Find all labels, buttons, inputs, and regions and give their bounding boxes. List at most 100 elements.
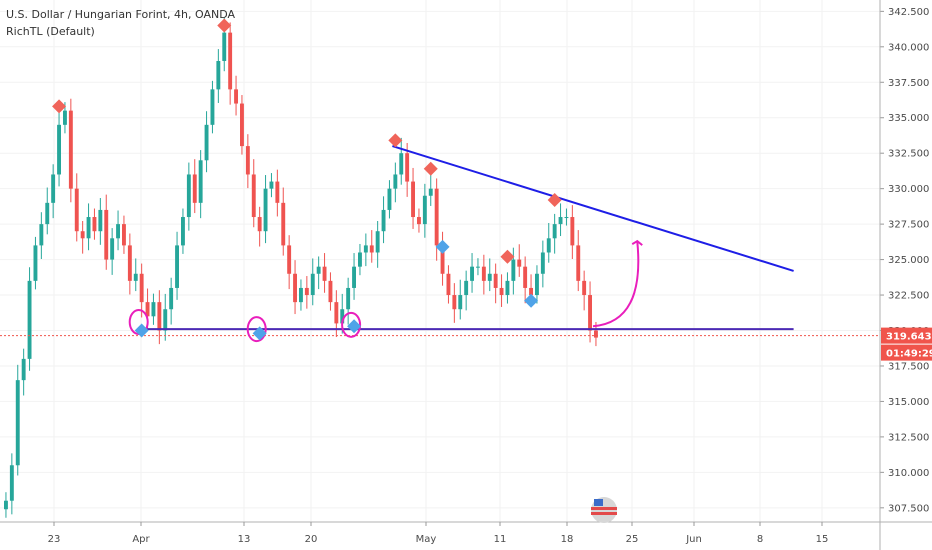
y-tick-label: 327.500: [888, 220, 929, 231]
candle-body: [157, 302, 162, 331]
candle-body: [493, 273, 498, 288]
swing-low-marker: [134, 323, 149, 338]
y-tick-label: 325.000: [888, 255, 929, 266]
candle-body: [594, 330, 598, 338]
candle-body: [186, 174, 191, 218]
candle-body: [51, 174, 56, 203]
swing-low-marker: [435, 239, 450, 254]
candle-body: [434, 188, 439, 246]
candle-body: [411, 181, 415, 218]
candle-body: [287, 245, 292, 274]
indicator-name[interactable]: RichTL (Default): [6, 25, 95, 38]
candle-body: [387, 188, 392, 210]
candle-body: [328, 280, 333, 303]
candle-body: [86, 217, 91, 239]
candle-body: [576, 245, 581, 281]
x-tick-label: Apr: [132, 534, 150, 545]
x-tick-label: 18: [561, 534, 574, 545]
candle-body: [74, 188, 79, 232]
x-tick-label: 25: [626, 534, 639, 545]
richtl-markers: [52, 18, 562, 341]
candle-body: [257, 217, 262, 232]
symbol-title[interactable]: U.S. Dollar / Hungarian Forint, 4h, OAND…: [6, 8, 236, 21]
swing-high-marker: [217, 18, 232, 33]
swing-high-marker: [500, 249, 515, 264]
candle-body: [192, 174, 197, 203]
candle-body: [210, 89, 215, 125]
candle-body: [422, 195, 427, 225]
countdown-tag-bg: [881, 344, 932, 361]
candle-body: [68, 110, 73, 189]
candle-body: [45, 202, 50, 225]
candle-body: [15, 380, 20, 466]
candle-body: [116, 224, 120, 239]
candle-body: [9, 465, 14, 501]
candle-body: [169, 287, 174, 310]
candle-body: [299, 287, 303, 303]
candle-body: [181, 217, 185, 246]
candle-body: [535, 273, 539, 296]
chart-grid: [0, 0, 880, 522]
flag-logo-icon: [591, 497, 617, 523]
candle-body: [133, 273, 138, 281]
swing-low-marker: [347, 319, 362, 334]
candle-body: [281, 202, 286, 246]
price-tag-value: 319.643: [886, 332, 932, 343]
price-tag-bg: [881, 327, 932, 344]
chart-legend: U.S. Dollar / Hungarian Forint, 4h, OAND…: [6, 6, 235, 40]
y-tick-label: 315.000: [888, 397, 929, 408]
candle-body: [293, 273, 297, 303]
candle-body: [228, 32, 233, 90]
candle-body: [92, 217, 97, 232]
candle-body: [21, 358, 26, 381]
candle-body: [464, 280, 469, 296]
candle-body: [316, 266, 321, 274]
time-axis[interactable]: 23 Apr 13 20 May 11 18 25 Jun 8 15: [0, 521, 932, 545]
candle-body: [446, 273, 451, 296]
y-tick-label: 322.500: [888, 291, 929, 302]
candle-body: [399, 153, 404, 175]
candle-body: [263, 188, 268, 232]
candle-body: [393, 174, 398, 189]
y-tick-label: 307.500: [888, 503, 929, 514]
candle-body: [375, 231, 380, 253]
arrow-head: [631, 239, 643, 246]
candle-body: [269, 181, 274, 189]
candle-body: [417, 217, 421, 225]
x-tick-label: 13: [238, 534, 251, 545]
candle-body: [216, 60, 221, 90]
price-axis[interactable]: 307.500310.000312.500315.000317.500320.0…: [879, 0, 929, 550]
candle-body: [369, 245, 374, 253]
swing-low-marker: [524, 293, 539, 308]
candle-body: [470, 266, 474, 281]
candle-body: [57, 124, 61, 175]
candle-body: [564, 217, 569, 219]
candle-body: [39, 224, 44, 246]
candle-body: [234, 89, 238, 104]
swing-high-marker: [52, 99, 67, 114]
candle-body: [529, 287, 533, 296]
candle-body: [251, 174, 256, 218]
candle-body: [511, 259, 516, 281]
candle-body: [352, 266, 356, 288]
y-tick-label: 312.500: [888, 432, 929, 443]
y-tick-label: 310.000: [888, 468, 929, 479]
candle-body: [363, 245, 368, 253]
candle-body: [163, 309, 168, 331]
candle-body: [588, 295, 592, 331]
annotation-circle: [341, 311, 362, 338]
candle-body: [499, 287, 504, 296]
candle-body: [346, 287, 351, 310]
candle-body: [198, 160, 203, 203]
projection-arrow: [592, 241, 640, 328]
candle-body: [505, 280, 510, 296]
candle-body: [558, 217, 563, 225]
swing-high-marker: [547, 193, 562, 208]
swing-high-marker: [388, 133, 403, 148]
candle-body: [405, 153, 410, 182]
x-tick-label: May: [416, 534, 437, 545]
candle-body: [570, 217, 575, 246]
candle-body: [33, 245, 38, 281]
candle-body: [458, 295, 463, 310]
